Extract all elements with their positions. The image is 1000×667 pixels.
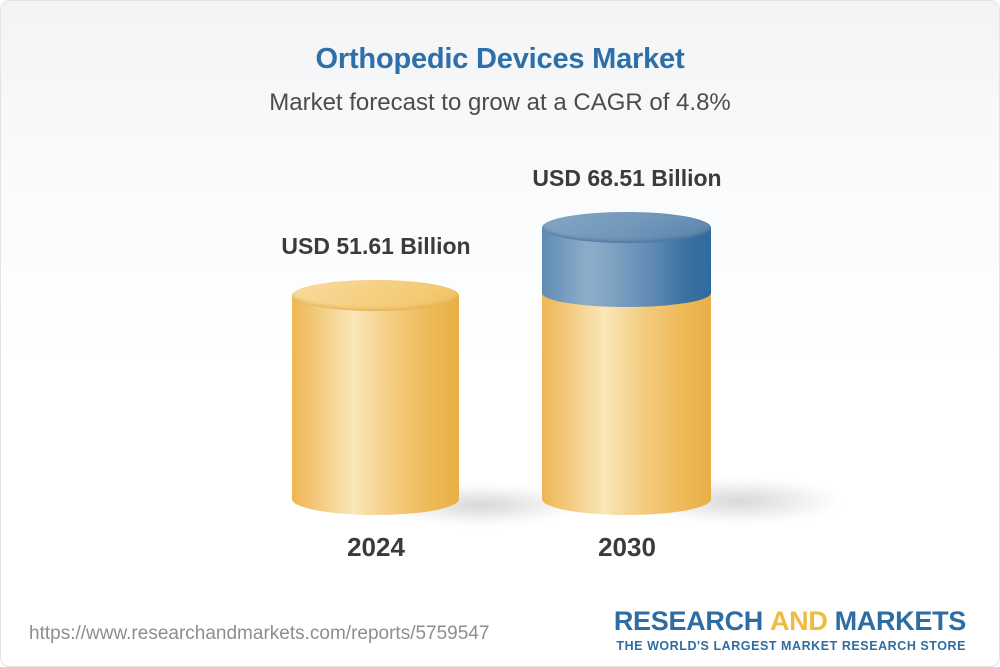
bar-2030-top-cap — [542, 212, 711, 243]
x-axis-label-2024: 2024 — [347, 532, 405, 562]
logo-tagline: THE WORLD'S LARGEST MARKET RESEARCH STOR… — [616, 638, 966, 653]
page-title: Orthopedic Devices Market — [315, 43, 685, 75]
bar-2024-top-cap — [292, 280, 459, 311]
bar-value-label-2030: USD 68.51 Billion — [532, 165, 722, 191]
bar-value-label-2024: USD 51.61 Billion — [281, 233, 471, 259]
logo-word-and: AND — [769, 606, 828, 636]
bar-2030-base-segment — [542, 293, 711, 515]
logo-wordmark: RESEARCH AND MARKETS — [613, 606, 967, 637]
x-axis-label-2030: 2030 — [598, 532, 656, 562]
logo-word-markets: MARKETS — [834, 606, 967, 636]
bar-2024-body — [292, 295, 459, 515]
chart-subtitle: Market forecast to grow at a CAGR of 4.8… — [269, 89, 731, 116]
research-and-markets-logo: RESEARCH AND MARKETS THE WORLD'S LARGEST M… — [613, 606, 967, 653]
logo-word-research: RESEARCH — [613, 606, 763, 636]
report-url: https://www.researchandmarkets.com/repor… — [29, 623, 490, 644]
